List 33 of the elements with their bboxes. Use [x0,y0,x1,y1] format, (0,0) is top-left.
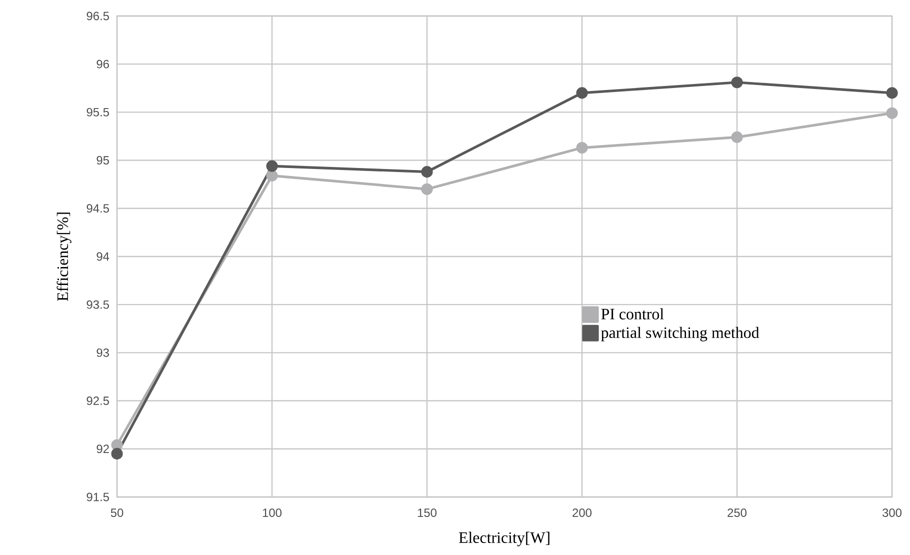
point [266,170,278,182]
y-axis-title: Efficiency[%] [56,212,72,302]
legend-label: partial switching method [601,326,760,342]
y-tick-label: 96.5 [86,12,109,20]
y-tick-label: 92.5 [86,396,109,406]
point [111,448,123,460]
point [731,76,743,88]
point [576,142,588,154]
y-tick-label: 95.5 [86,108,109,116]
y-tick-label: 93 [96,348,109,357]
x-tick-label: 150 [418,508,437,517]
point [421,166,433,178]
y-tick-label: 95 [96,156,109,165]
x-tick-label: 50 [110,508,124,517]
point [111,439,123,451]
y-tick-label: 94.5 [86,204,109,213]
y-tick-label: 93.5 [86,300,109,309]
y-tick-label: 94 [96,252,110,261]
point [886,107,898,119]
x-tick-label: 100 [262,508,282,517]
point [886,87,898,99]
x-axis-title: Electricity[W] [458,532,550,546]
legend-label: PI control [601,308,664,320]
y-tick-label: 96 [96,60,109,68]
y-tick-label: 91.5 [86,492,109,502]
point [731,131,743,143]
point [266,160,278,172]
y-tick-label: 92 [96,444,109,454]
x-tick-label: 200 [572,508,592,517]
x-tick-label: 300 [882,508,902,517]
point [576,87,588,99]
point [421,183,433,195]
x-tick-label: 250 [728,508,747,517]
